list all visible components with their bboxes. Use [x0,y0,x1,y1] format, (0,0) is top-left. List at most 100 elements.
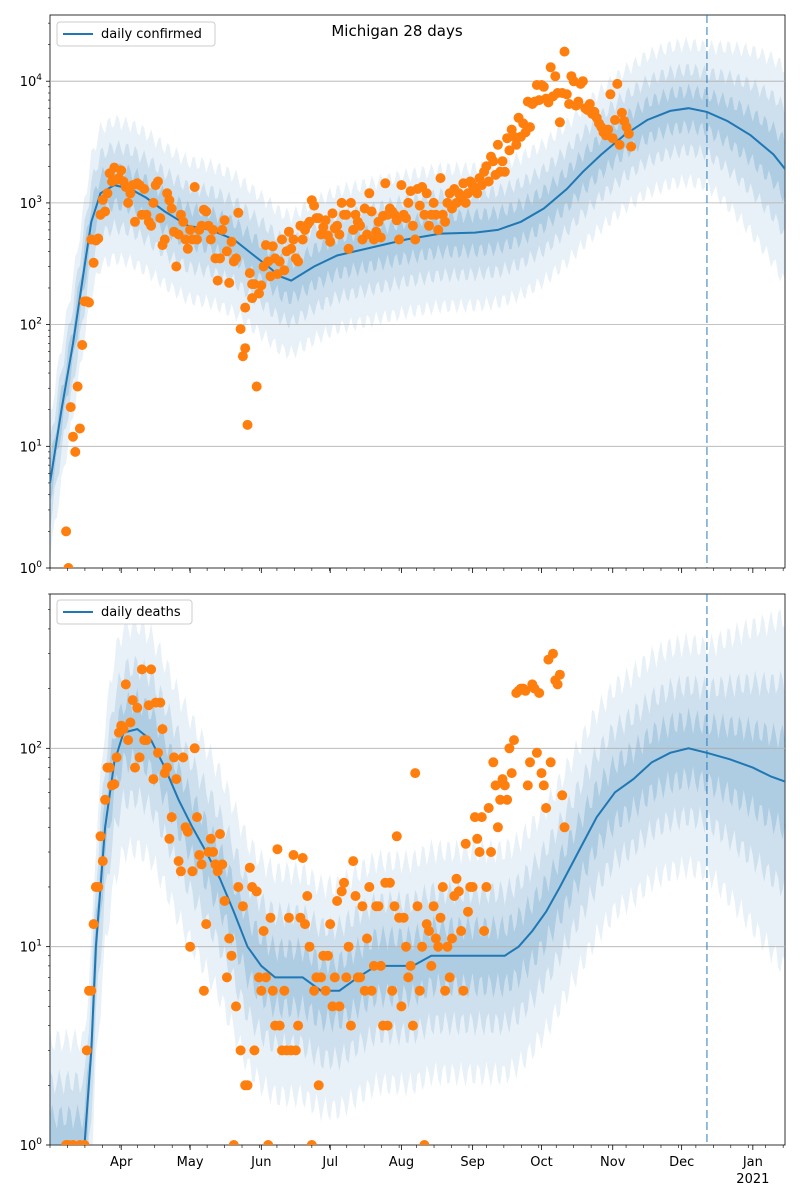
data-point [492,822,503,833]
data-point [325,919,336,930]
data-point [146,220,157,231]
data-point [300,919,310,930]
data-point [136,664,147,675]
data-point [125,717,136,728]
y-tick-label: 103 [20,195,42,212]
data-point [97,856,108,867]
data-point [382,1020,393,1031]
top-series-group [50,15,785,568]
data-point [304,941,315,952]
data-point [205,833,216,844]
data-point [525,757,535,768]
data-point [559,46,570,57]
data-point [525,122,535,133]
data-point [111,752,122,763]
data-point [100,794,111,805]
data-point [387,985,398,996]
data-point [201,919,212,930]
data-point [77,340,88,350]
data-point [123,197,134,208]
data-point [104,762,115,773]
data-point [554,669,565,680]
data-point [254,288,264,299]
data-point [348,856,359,867]
data-point [541,803,552,813]
data-point [153,176,163,187]
data-point [506,768,517,779]
data-point [403,197,414,208]
data-point [79,1140,90,1145]
data-point [297,853,308,863]
data-point [561,89,572,100]
x-tick-label: Nov [600,1155,626,1170]
data-point [490,780,501,791]
data-point [233,882,244,892]
data-point [456,926,467,936]
uncertainty-band [50,688,785,1145]
data-point [226,236,237,247]
data-point [242,419,253,430]
data-point [410,234,421,245]
data-point [251,381,262,392]
uncertainty-band [50,655,785,1145]
data-point [283,226,294,237]
data-point [189,743,200,754]
data-point [623,128,634,139]
data-point [235,1045,246,1056]
data-point [610,115,620,125]
data-point [256,985,267,996]
data-point [389,901,400,912]
data-point [481,882,492,892]
data-point [166,812,177,823]
data-point [233,207,244,218]
data-point [189,182,200,192]
data-point [182,826,193,837]
data-point [453,886,464,897]
data-point [212,275,223,286]
data-point [488,757,499,768]
data-point [403,972,414,983]
y-tick-label: 102 [20,740,42,757]
top-plot-frame [49,14,786,569]
data-point [120,679,131,690]
data-point [362,933,372,944]
data-point [182,243,193,254]
data-point [368,960,379,971]
data-point [164,195,175,206]
data-point [309,200,320,211]
data-point [240,343,251,354]
data-point [366,206,377,217]
data-point [410,768,421,779]
data-point [267,241,278,252]
data-point [70,446,81,457]
data-point [437,882,448,892]
data-point [433,224,444,235]
data-point [391,831,402,842]
data-point [332,896,343,906]
data-point [472,833,483,844]
data-point [345,1020,356,1031]
data-point [375,232,386,243]
data-point [320,985,331,996]
data-point [479,926,490,936]
data-point [196,859,207,870]
data-point [173,856,184,867]
data-point [345,197,356,208]
data-point [173,229,184,240]
data-point [237,901,248,912]
data-point [603,124,614,135]
x-tick-label: Jan [742,1155,763,1170]
data-point [545,757,556,768]
bottom-legend-label: daily deaths [101,605,181,620]
x-tick-label: Jul [321,1155,338,1170]
data-point [244,268,255,279]
data-point [458,985,469,996]
data-point [355,972,366,983]
data-point [288,850,299,860]
data-point [552,679,563,690]
data-point [483,176,494,187]
data-point [401,213,411,224]
data-point [433,941,444,952]
data-point [396,180,407,191]
data-point [548,648,558,659]
